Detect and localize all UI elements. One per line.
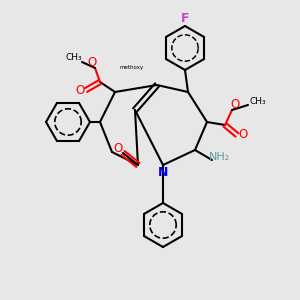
Text: NH₂: NH₂	[209, 152, 231, 162]
Text: N: N	[158, 167, 168, 179]
Text: O: O	[75, 83, 85, 97]
Text: methoxy: methoxy	[120, 65, 144, 70]
Text: O: O	[238, 128, 247, 142]
Text: O: O	[230, 98, 240, 110]
Text: O: O	[87, 56, 97, 68]
Text: CH₃: CH₃	[66, 52, 82, 62]
Text: O: O	[113, 142, 123, 155]
Text: F: F	[181, 11, 189, 25]
Text: CH₃: CH₃	[250, 98, 266, 106]
